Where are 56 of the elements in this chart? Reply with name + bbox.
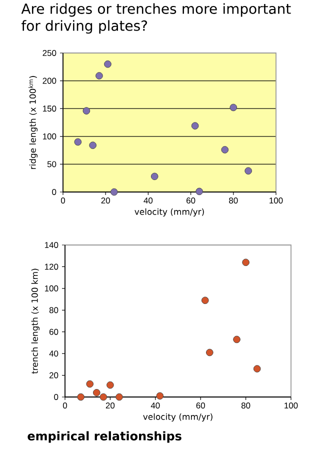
y-tick-label: 140 (44, 242, 58, 248)
x-tick-label: 40 (144, 198, 153, 204)
point (206, 348, 214, 356)
x-tick-label: 20 (101, 198, 110, 204)
y-tick-label: 40 (49, 350, 58, 357)
y-tick-label: 200 (42, 78, 56, 84)
point (74, 138, 82, 146)
chart-title: Are ridges or trenches more important for driving plates? (21, 3, 291, 34)
point (242, 258, 250, 266)
point (233, 336, 240, 344)
point (196, 188, 203, 196)
point (253, 365, 261, 372)
y-tick-label: 120 (44, 264, 58, 270)
x-tick-label: 40 (150, 402, 160, 409)
point (221, 146, 229, 154)
point (201, 296, 209, 304)
point (100, 393, 108, 401)
x-tick-label: 100 (270, 198, 283, 204)
text: empirical relationships (28, 431, 182, 443)
y-tick-label: 100 (44, 285, 58, 292)
x-tick-label: 100 (284, 402, 298, 409)
point (104, 60, 112, 68)
x-tick-label: 0 (60, 198, 66, 204)
y-tick-label: 20 (49, 372, 58, 378)
y-axis-title: trench length (x 100 km) (31, 268, 40, 374)
x-tick-label: 20 (106, 402, 115, 409)
point (92, 389, 100, 396)
y-tick-label: 80 (49, 307, 58, 314)
point (82, 107, 90, 114)
x-tick-label: 80 (229, 198, 238, 204)
y-tick-label: 150 (42, 106, 56, 112)
point (244, 167, 252, 175)
y-tick-label: 60 (50, 328, 58, 335)
point (77, 393, 84, 401)
x-tick-label: 60 (186, 198, 196, 204)
y-tick-label: 0 (54, 394, 58, 400)
x-axis-title: velocity (mm/yr) (134, 208, 204, 217)
point (191, 122, 199, 130)
x-axis-title: velocity (mm/yr) (143, 413, 212, 422)
point (110, 188, 118, 196)
x-tick-label: 80 (241, 402, 250, 409)
y-tick-label: 100 (42, 133, 56, 140)
point (96, 72, 103, 80)
y-tick-label: 0 (52, 189, 56, 195)
point (106, 381, 114, 389)
point (156, 392, 164, 400)
x-tick-label: 60 (196, 402, 205, 409)
y-tick-label: 250 (42, 50, 56, 56)
point (150, 172, 158, 180)
y-axis-title: ridge length (x 100$^{km}$) (28, 76, 38, 169)
point (86, 380, 94, 388)
point (89, 142, 96, 149)
point (116, 393, 123, 401)
point (230, 104, 238, 112)
x-tick-label: 0 (62, 402, 68, 409)
y-tick-label: 50 (47, 161, 56, 168)
